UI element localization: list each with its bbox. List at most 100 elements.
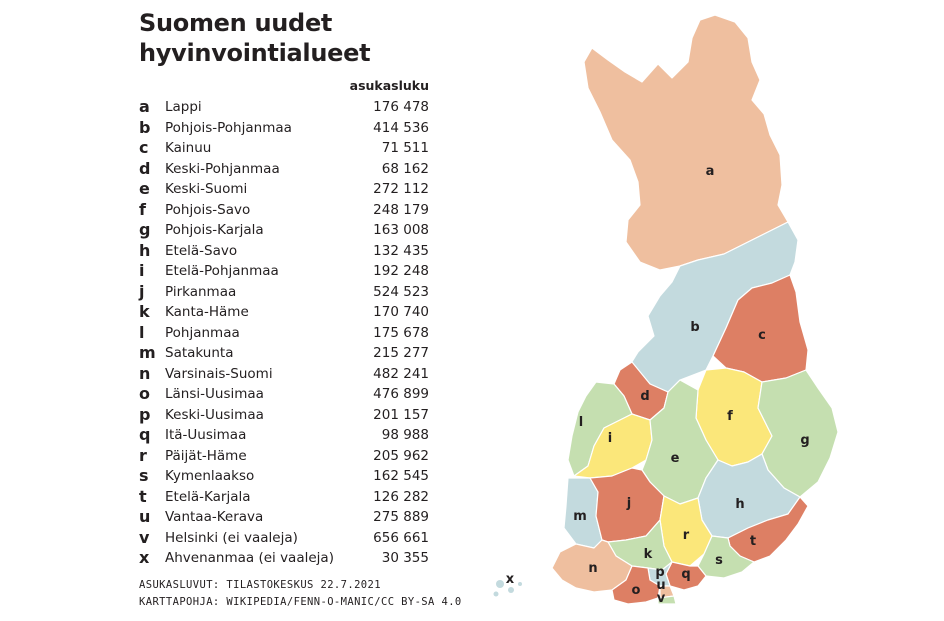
region-population: 176 478 xyxy=(373,99,429,115)
region-population: 215 277 xyxy=(373,345,429,361)
region-population: 71 511 xyxy=(381,140,429,156)
region-name: Etelä-Pohjanmaa xyxy=(165,263,279,279)
region-name: Pohjois-Karjala xyxy=(165,222,264,238)
region-letter: j xyxy=(139,281,145,301)
map-label-o: o xyxy=(632,583,641,598)
region-population: 524 523 xyxy=(373,283,429,300)
region-letter: h xyxy=(139,240,151,260)
region-name: Varsinais-Suomi xyxy=(165,365,273,382)
region-name: Keski-Uusimaa xyxy=(165,406,264,423)
region-name: Keski-Suomi xyxy=(165,181,248,197)
region-letter: m xyxy=(139,343,156,362)
region-shape-lappi xyxy=(583,14,789,271)
region-name: Etelä-Karjala xyxy=(165,488,251,505)
region-population: 248 179 xyxy=(373,201,429,218)
page-title: Suomen uudet hyvinvointialueet xyxy=(139,8,371,68)
region-population: 272 112 xyxy=(373,181,429,197)
region-row: o Länsi-Uusimaa 476 899 xyxy=(139,384,439,405)
region-name: Länsi-Uusimaa xyxy=(165,386,264,402)
map-label-q: q xyxy=(681,567,690,582)
region-row: f Pohjois-Savo 248 179 xyxy=(139,200,439,221)
title-line-2: hyvinvointialueet xyxy=(139,39,371,67)
region-row: q Itä-Uusimaa 98 988 xyxy=(139,425,439,446)
region-name: Päijät-Häme xyxy=(165,447,247,464)
region-row: d Keski-Pohjanmaa 68 162 xyxy=(139,159,439,180)
region-letter: x xyxy=(139,548,150,567)
region-letter: g xyxy=(139,220,151,239)
source-map: KARTTAPOHJA: WIKIPEDIA/FENN-O-MANIC/CC B… xyxy=(139,596,462,608)
map-label-e: e xyxy=(671,451,680,466)
map-label-n: n xyxy=(588,561,597,576)
map-label-g: g xyxy=(800,433,809,448)
region-row: l Pohjanmaa 175 678 xyxy=(139,323,439,344)
region-letter: e xyxy=(139,179,150,198)
region-row: h Etelä-Savo 132 435 xyxy=(139,241,439,262)
region-population: 201 157 xyxy=(373,406,429,423)
region-shape-helsinki xyxy=(657,595,677,605)
region-name: Helsinki (ei vaaleja) xyxy=(165,529,298,546)
region-population: 98 988 xyxy=(381,427,429,443)
map-label-m: m xyxy=(573,509,587,524)
region-population: 205 962 xyxy=(373,447,429,464)
map-label-u: u xyxy=(656,578,665,593)
population-column-header: asukasluku xyxy=(349,78,429,93)
region-name: Pohjanmaa xyxy=(165,324,240,341)
region-population: 126 282 xyxy=(373,488,429,505)
region-letter: s xyxy=(139,466,149,485)
region-name: Kymenlaakso xyxy=(165,468,255,484)
region-row: a Lappi 176 478 xyxy=(139,97,439,118)
region-population: 175 678 xyxy=(373,324,429,341)
region-name: Pirkanmaa xyxy=(165,283,237,300)
region-name: Itä-Uusimaa xyxy=(165,427,247,443)
map-label-a: a xyxy=(706,164,715,179)
region-letter: a xyxy=(139,97,150,116)
region-population: 476 899 xyxy=(373,386,429,402)
source-population: ASUKASLUVUT: TILASTOKESKUS 22.7.2021 xyxy=(139,579,381,591)
region-name: Pohjois-Pohjanmaa xyxy=(165,119,292,136)
region-population: 414 536 xyxy=(373,119,429,136)
region-letter: b xyxy=(139,117,151,137)
region-letter: q xyxy=(139,425,151,444)
map-label-i: i xyxy=(608,431,612,446)
map-label-t: t xyxy=(750,534,756,549)
region-row: j Pirkanmaa 524 523 xyxy=(139,282,439,303)
region-name: Vantaa-Kerava xyxy=(165,509,264,525)
region-shape-pohjois-karjala xyxy=(757,369,839,498)
region-name: Keski-Pohjanmaa xyxy=(165,160,280,177)
region-row: e Keski-Suomi 272 112 xyxy=(139,179,439,200)
map-label-b: b xyxy=(690,320,699,335)
region-name: Satakunta xyxy=(165,345,234,361)
map-label-x: x xyxy=(506,572,515,587)
region-name: Lappi xyxy=(165,99,202,115)
region-letter: o xyxy=(139,384,150,403)
map-label-j: j xyxy=(626,496,631,511)
region-row: t Etelä-Karjala 126 282 xyxy=(139,487,439,508)
region-population: 482 241 xyxy=(373,365,429,382)
region-letter: d xyxy=(139,158,151,178)
region-letter: v xyxy=(139,527,150,547)
region-name: Kanta-Häme xyxy=(165,304,249,320)
region-row: c Kainuu 71 511 xyxy=(139,138,439,159)
map-label-k: k xyxy=(644,547,653,562)
region-population: 170 740 xyxy=(373,304,429,320)
region-population: 275 889 xyxy=(373,509,429,525)
region-letter: i xyxy=(139,261,145,280)
region-row: u Vantaa-Kerava 275 889 xyxy=(139,507,439,528)
region-population: 656 661 xyxy=(373,529,429,546)
region-name: Etelä-Savo xyxy=(165,242,238,259)
region-population: 162 545 xyxy=(373,468,429,484)
region-name: Ahvenanmaa (ei vaaleja) xyxy=(165,550,334,566)
map-label-s: s xyxy=(715,553,723,568)
title-line-1: Suomen uudet xyxy=(139,9,333,37)
region-row: v Helsinki (ei vaaleja) 656 661 xyxy=(139,528,439,549)
map-label-p: p xyxy=(655,565,664,580)
region-letter: k xyxy=(139,302,150,321)
region-letter: c xyxy=(139,138,149,157)
region-list: a Lappi 176 478 b Pohjois-Pohjanmaa 414 536 c K… xyxy=(139,97,439,569)
map-label-d: d xyxy=(640,389,649,404)
region-row: n Varsinais-Suomi 482 241 xyxy=(139,364,439,385)
map-label-h: h xyxy=(735,497,744,512)
region-population: 68 162 xyxy=(381,160,429,177)
region-letter: p xyxy=(139,404,151,424)
